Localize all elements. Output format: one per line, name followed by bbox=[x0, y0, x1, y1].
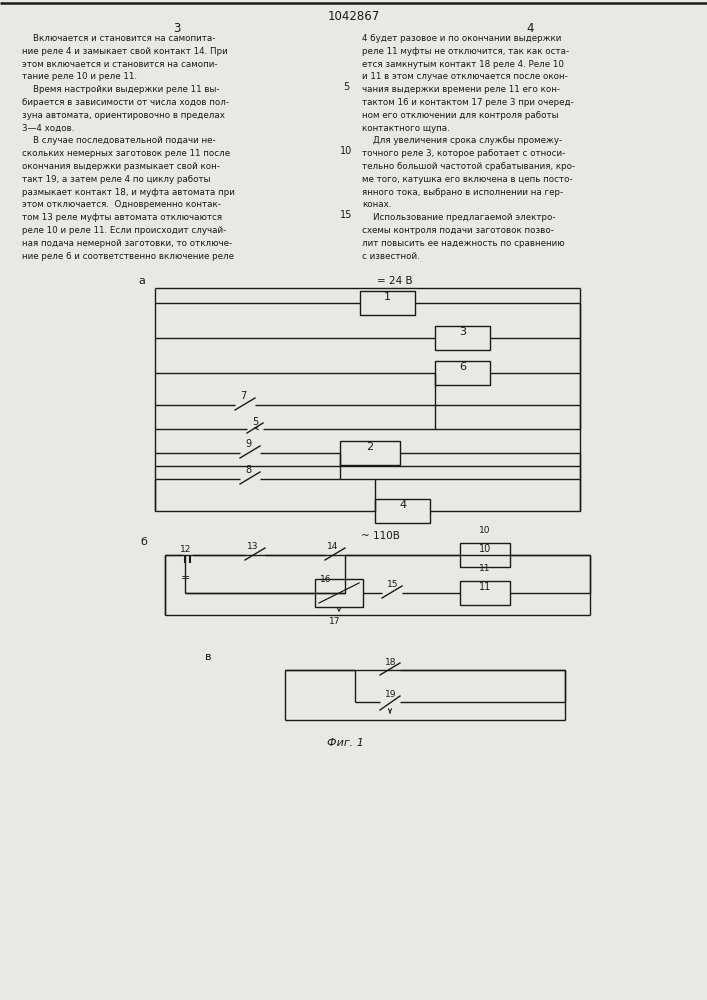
Text: чания выдержки времени реле 11 его кон-: чания выдержки времени реле 11 его кон- bbox=[362, 85, 560, 94]
Text: тание реле 10 и реле 11.: тание реле 10 и реле 11. bbox=[22, 72, 137, 81]
Text: 9: 9 bbox=[245, 439, 251, 449]
Text: 7: 7 bbox=[240, 391, 246, 401]
Text: лит повысить ее надежность по сравнению: лит повысить ее надежность по сравнению bbox=[362, 239, 565, 248]
Text: 4 будет разовое и по окончании выдержки: 4 будет разовое и по окончании выдержки bbox=[362, 34, 561, 43]
Text: в: в bbox=[205, 652, 211, 662]
Text: 10: 10 bbox=[479, 544, 491, 554]
Text: этом включается и становится на самопи-: этом включается и становится на самопи- bbox=[22, 60, 218, 69]
Text: ется замкнутым контакт 18 реле 4. Реле 10: ется замкнутым контакт 18 реле 4. Реле 1… bbox=[362, 60, 564, 69]
Text: а: а bbox=[138, 276, 145, 286]
Text: 10: 10 bbox=[479, 526, 491, 535]
Bar bbox=[360, 291, 415, 315]
Text: =: = bbox=[180, 573, 189, 583]
Text: В случае последовательной подачи не-: В случае последовательной подачи не- bbox=[22, 136, 216, 145]
Text: схемы контроля подачи заготовок позво-: схемы контроля подачи заготовок позво- bbox=[362, 226, 554, 235]
Text: 17: 17 bbox=[329, 617, 341, 626]
Text: 10: 10 bbox=[340, 146, 352, 156]
Text: ние реле 6 и соответственно включение реле: ние реле 6 и соответственно включение ре… bbox=[22, 252, 234, 261]
Text: 13: 13 bbox=[247, 542, 259, 551]
Text: 8: 8 bbox=[245, 465, 251, 475]
Text: 1: 1 bbox=[384, 292, 391, 302]
Text: Использование предлагаемой электро-: Использование предлагаемой электро- bbox=[362, 213, 556, 222]
Text: скольких немерных заготовок реле 11 после: скольких немерных заготовок реле 11 посл… bbox=[22, 149, 230, 158]
Bar bbox=[340, 441, 400, 465]
Text: тельно большой частотой срабатывания, кро-: тельно большой частотой срабатывания, кр… bbox=[362, 162, 575, 171]
Text: 18: 18 bbox=[385, 658, 397, 667]
Text: зуна автомата, ориентировочно в пределах: зуна автомата, ориентировочно в пределах bbox=[22, 111, 225, 120]
Text: 3: 3 bbox=[459, 327, 466, 337]
Text: ном его отключении для контроля работы: ном его отключении для контроля работы bbox=[362, 111, 559, 120]
Text: Фиг. 1: Фиг. 1 bbox=[327, 738, 363, 748]
Text: 1042867: 1042867 bbox=[328, 10, 380, 23]
Text: Время настройки выдержки реле 11 вы-: Время настройки выдержки реле 11 вы- bbox=[22, 85, 219, 94]
Text: 15: 15 bbox=[387, 580, 399, 589]
Text: 4: 4 bbox=[526, 22, 534, 35]
Text: том 13 реле муфты автомата отключаются: том 13 реле муфты автомата отключаются bbox=[22, 213, 222, 222]
Bar bbox=[315, 579, 363, 607]
Text: 16: 16 bbox=[320, 575, 332, 584]
Text: ная подача немерной заготовки, то отключе-: ная подача немерной заготовки, то отключ… bbox=[22, 239, 232, 248]
Text: окончания выдержки размыкает свой кон-: окончания выдержки размыкает свой кон- bbox=[22, 162, 220, 171]
Text: 6: 6 bbox=[459, 362, 466, 372]
Text: 15: 15 bbox=[340, 210, 352, 220]
Text: б: б bbox=[140, 537, 147, 547]
Text: бирается в зависимости от числа ходов пол-: бирается в зависимости от числа ходов по… bbox=[22, 98, 229, 107]
Text: = 24 В: = 24 В bbox=[378, 276, 413, 286]
Text: точного реле 3, которое работает с относи-: точного реле 3, которое работает с относ… bbox=[362, 149, 566, 158]
Text: янного тока, выбрано в исполнении на гер-: янного тока, выбрано в исполнении на гер… bbox=[362, 188, 563, 197]
Text: 12: 12 bbox=[180, 545, 192, 554]
Text: и 11 в этом случае отключается после окон-: и 11 в этом случае отключается после око… bbox=[362, 72, 568, 81]
Text: контактного щупа.: контактного щупа. bbox=[362, 124, 450, 133]
Text: 11: 11 bbox=[479, 582, 491, 592]
Bar bbox=[460, 581, 510, 605]
Text: 19: 19 bbox=[385, 690, 397, 699]
Text: тактом 16 и контактом 17 реле 3 при очеред-: тактом 16 и контактом 17 реле 3 при очер… bbox=[362, 98, 574, 107]
Bar bbox=[435, 361, 490, 385]
Text: 3: 3 bbox=[173, 22, 181, 35]
Text: 11: 11 bbox=[479, 564, 491, 573]
Text: 5: 5 bbox=[252, 417, 258, 427]
Text: 3—4 ходов.: 3—4 ходов. bbox=[22, 124, 74, 133]
Bar bbox=[460, 543, 510, 567]
Text: конах.: конах. bbox=[362, 200, 392, 209]
Text: ме того, катушка его включена в цепь посто-: ме того, катушка его включена в цепь пос… bbox=[362, 175, 573, 184]
Text: 5: 5 bbox=[343, 82, 349, 92]
Text: Для увеличения срока службы промежу-: Для увеличения срока службы промежу- bbox=[362, 136, 562, 145]
Bar bbox=[375, 499, 430, 523]
Text: 4: 4 bbox=[399, 500, 406, 510]
Text: ние реле 4 и замыкает свой контакт 14. При: ние реле 4 и замыкает свой контакт 14. П… bbox=[22, 47, 228, 56]
Bar bbox=[435, 326, 490, 350]
Text: Включается и становится на самопита-: Включается и становится на самопита- bbox=[22, 34, 216, 43]
Text: реле 11 муфты не отключится, так как оста-: реле 11 муфты не отключится, так как ост… bbox=[362, 47, 569, 56]
Text: такт 19, а затем реле 4 по циклу работы: такт 19, а затем реле 4 по циклу работы bbox=[22, 175, 211, 184]
Text: реле 10 и реле 11. Если происходит случай-: реле 10 и реле 11. Если происходит случа… bbox=[22, 226, 226, 235]
Text: 2: 2 bbox=[366, 442, 373, 452]
Text: 14: 14 bbox=[327, 542, 339, 551]
Text: с известной.: с известной. bbox=[362, 252, 420, 261]
Text: этом отключается.  Одновременно контак-: этом отключается. Одновременно контак- bbox=[22, 200, 221, 209]
Text: размыкает контакт 18, и муфта автомата при: размыкает контакт 18, и муфта автомата п… bbox=[22, 188, 235, 197]
Text: ~ 110В: ~ 110В bbox=[361, 531, 399, 541]
